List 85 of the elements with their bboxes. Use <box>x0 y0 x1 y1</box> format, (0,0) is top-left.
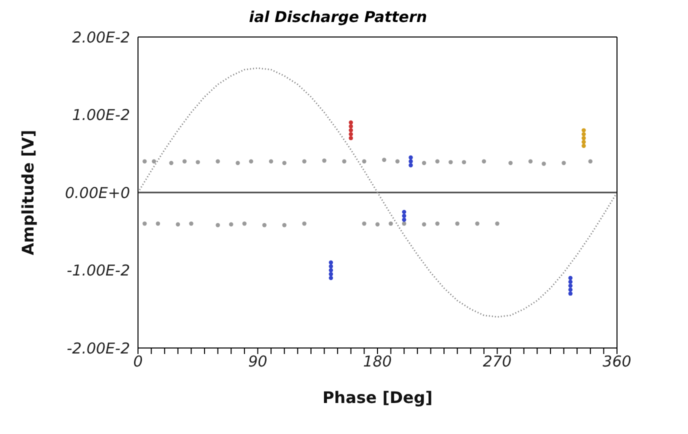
point <box>582 128 586 132</box>
point <box>348 136 353 140</box>
point <box>395 159 400 164</box>
line-series <box>138 67 617 318</box>
point <box>362 159 366 164</box>
point <box>242 221 247 226</box>
point <box>582 136 586 140</box>
point <box>528 159 533 164</box>
point <box>408 159 413 164</box>
point <box>189 221 194 226</box>
point <box>362 221 366 226</box>
point <box>282 223 286 228</box>
point <box>328 268 334 272</box>
point <box>508 160 513 166</box>
point <box>248 159 254 164</box>
point <box>588 159 592 164</box>
point <box>169 160 174 166</box>
point <box>382 158 386 162</box>
point <box>402 214 406 218</box>
point <box>348 120 353 125</box>
point <box>302 221 306 226</box>
chart-title: ial Discharge Pattern <box>248 8 428 28</box>
y-axis-title: Amplitude [V] <box>18 130 38 256</box>
point <box>322 158 326 163</box>
y-tick-label: 0.00E+0 <box>65 184 130 202</box>
point <box>482 159 486 164</box>
point <box>562 160 566 166</box>
point <box>402 218 406 222</box>
point <box>568 284 573 288</box>
point <box>182 159 187 164</box>
point <box>328 276 334 280</box>
x-tick-label: 90 <box>248 352 268 371</box>
point <box>348 132 353 136</box>
point <box>142 221 147 226</box>
point <box>448 160 453 164</box>
point <box>229 222 234 226</box>
point <box>375 222 380 226</box>
point <box>475 221 480 226</box>
point <box>495 221 500 226</box>
point <box>435 221 440 226</box>
point <box>435 159 440 164</box>
y-tick-label: 1.00E-2 <box>72 106 130 124</box>
point <box>328 260 334 265</box>
point <box>268 159 274 164</box>
point <box>176 222 180 226</box>
x-tick-label: 270 <box>482 352 512 371</box>
point <box>262 223 267 228</box>
point <box>455 221 460 226</box>
point <box>216 159 220 164</box>
point <box>302 159 306 164</box>
point <box>388 221 393 226</box>
point <box>568 276 573 280</box>
x-tick-label: 180 <box>363 352 392 371</box>
point <box>422 222 426 226</box>
point <box>328 264 334 268</box>
x-axis-title: Phase [Deg] <box>322 388 433 407</box>
point <box>216 223 220 228</box>
point <box>568 288 573 292</box>
point <box>568 291 573 296</box>
point <box>582 144 586 148</box>
point <box>196 160 200 164</box>
point <box>462 160 466 164</box>
point <box>422 160 426 166</box>
point <box>282 160 286 166</box>
point <box>408 155 413 160</box>
y-tick-label: 2.00E-2 <box>72 28 130 46</box>
point <box>328 272 334 276</box>
x-tick-label: 360 <box>602 352 632 371</box>
point <box>342 159 346 164</box>
point <box>348 128 353 132</box>
point <box>152 159 156 164</box>
y-tick-label: -1.00E-2 <box>66 262 130 280</box>
y-tick-label: -2.00E-2 <box>66 339 130 358</box>
point <box>142 159 147 164</box>
x-tick-label: 0 <box>133 352 143 371</box>
point <box>542 162 546 166</box>
point <box>348 124 353 129</box>
point <box>582 132 586 136</box>
point <box>402 210 406 214</box>
point <box>402 221 406 226</box>
point <box>408 163 413 168</box>
point <box>582 140 586 144</box>
point <box>236 160 240 166</box>
point <box>156 221 160 226</box>
point <box>568 280 573 284</box>
